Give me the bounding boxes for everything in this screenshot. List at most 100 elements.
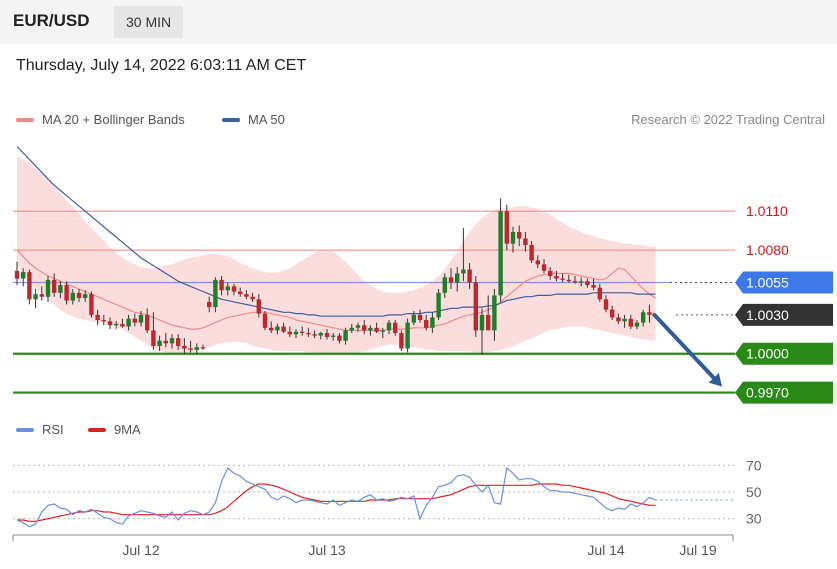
candle-body: [405, 322, 410, 349]
candle-body: [238, 291, 243, 295]
candle-body: [281, 326, 286, 332]
candle-body: [548, 270, 553, 276]
level-tag-label: 0.9970: [746, 385, 789, 401]
candle-body: [52, 279, 57, 293]
candle-body: [610, 309, 615, 318]
candle-body: [219, 279, 224, 291]
rsi-line: [16, 466, 656, 528]
candle-body: [430, 317, 435, 328]
candle-body: [83, 294, 88, 299]
candle-body: [424, 320, 429, 328]
forecast-arrow-head: [708, 373, 722, 387]
x-axis: Jul 12 Jul 13 Jul 14 Jul 19: [12, 534, 734, 558]
candle-body: [14, 270, 20, 279]
candle-body: [45, 279, 51, 297]
candle-body: [120, 323, 125, 327]
candle-body: [362, 325, 367, 331]
level-tag-bg: [735, 303, 833, 326]
candle-body: [331, 335, 336, 337]
candle-body: [70, 292, 75, 301]
legend-rsi-label: RSI: [42, 422, 64, 437]
candle-body: [250, 296, 255, 300]
candle-body: [349, 327, 354, 331]
candle-body: [467, 269, 472, 283]
level-tags-layer: 1.0110 1.0080 1.0055 1.0030 1.0000 0.9970: [735, 203, 833, 404]
rsi-9ma-line: [17, 483, 656, 522]
candle-body: [126, 318, 131, 327]
candle-body: [182, 345, 187, 349]
level-tag-label: 1.0030: [746, 307, 789, 323]
candles-layer: [14, 198, 652, 356]
candle-body: [200, 347, 206, 349]
candle-body: [622, 318, 627, 322]
candle-body: [399, 332, 404, 349]
rsi-tick-label: 30: [746, 511, 762, 527]
candle-body: [256, 299, 261, 314]
candle-body: [89, 294, 94, 315]
candle-body: [448, 277, 454, 283]
candle-body: [455, 273, 460, 283]
candle-body: [76, 292, 82, 299]
level-tag-label: 1.0055: [746, 274, 789, 290]
rsi-panel: 70 50 30: [13, 457, 762, 528]
bollinger-band-layer: [17, 156, 656, 354]
candle-body: [504, 211, 509, 244]
research-credit: Research © 2022 Trading Central: [631, 112, 825, 127]
level-tag-bg: [735, 342, 833, 365]
candle-body: [634, 322, 640, 327]
candle-body: [510, 231, 516, 244]
timeframe-button[interactable]: 30 MIN: [114, 6, 184, 38]
candle-body: [541, 264, 547, 271]
candle-body: [343, 330, 348, 341]
legend-ma20-swatch: [16, 117, 34, 122]
candle-body: [306, 332, 311, 335]
candle-body: [473, 282, 478, 331]
candle-body: [231, 286, 237, 292]
candle-body: [33, 294, 38, 300]
legend-ma50-swatch: [222, 117, 240, 122]
candle-body: [393, 322, 398, 333]
candle-body: [132, 318, 137, 323]
candle-body: [442, 277, 447, 293]
legend-ma20: MA 20 + Bollinger Bands: [16, 112, 185, 127]
candle-body: [492, 295, 497, 331]
candle-body: [176, 338, 181, 346]
candle-body: [64, 285, 69, 301]
bollinger-band: [17, 156, 656, 354]
candle-body: [380, 330, 385, 332]
candle-body: [244, 294, 249, 297]
x-tick-label: Jul 13: [308, 542, 346, 558]
legend-9ma-swatch: [88, 427, 106, 432]
candle-body: [436, 292, 441, 318]
candle-body: [603, 299, 609, 310]
level-tag-label: 1.0080: [746, 242, 789, 258]
candle-body: [647, 312, 652, 315]
x-tick-label: Jul 12: [122, 542, 160, 558]
candle-body: [300, 331, 305, 333]
candle-body: [498, 211, 503, 296]
candle-body: [58, 285, 63, 293]
candle-body: [517, 231, 522, 239]
candle-body: [213, 279, 218, 308]
x-tick-label: Jul 14: [587, 542, 625, 558]
candle-body: [523, 238, 528, 245]
level-tag-label: 1.0110: [746, 203, 788, 219]
candle-body: [597, 287, 602, 300]
legend-9ma: 9MA: [88, 422, 141, 437]
level-tag-bg: [735, 271, 833, 294]
candle-body: [293, 331, 299, 335]
candle-body: [337, 335, 342, 341]
candle-body: [21, 272, 26, 279]
candle-body: [374, 327, 379, 332]
candle-body: [188, 348, 193, 350]
candle-body: [355, 325, 361, 328]
candle-body: [207, 301, 212, 308]
candle-body: [262, 313, 268, 328]
candle-body: [641, 312, 646, 323]
candle-body: [324, 332, 330, 337]
candle-body: [566, 279, 571, 282]
chart-header: EUR/USD 30 MIN: [0, 0, 837, 44]
candle-body: [529, 244, 534, 261]
candle-body: [39, 294, 44, 297]
